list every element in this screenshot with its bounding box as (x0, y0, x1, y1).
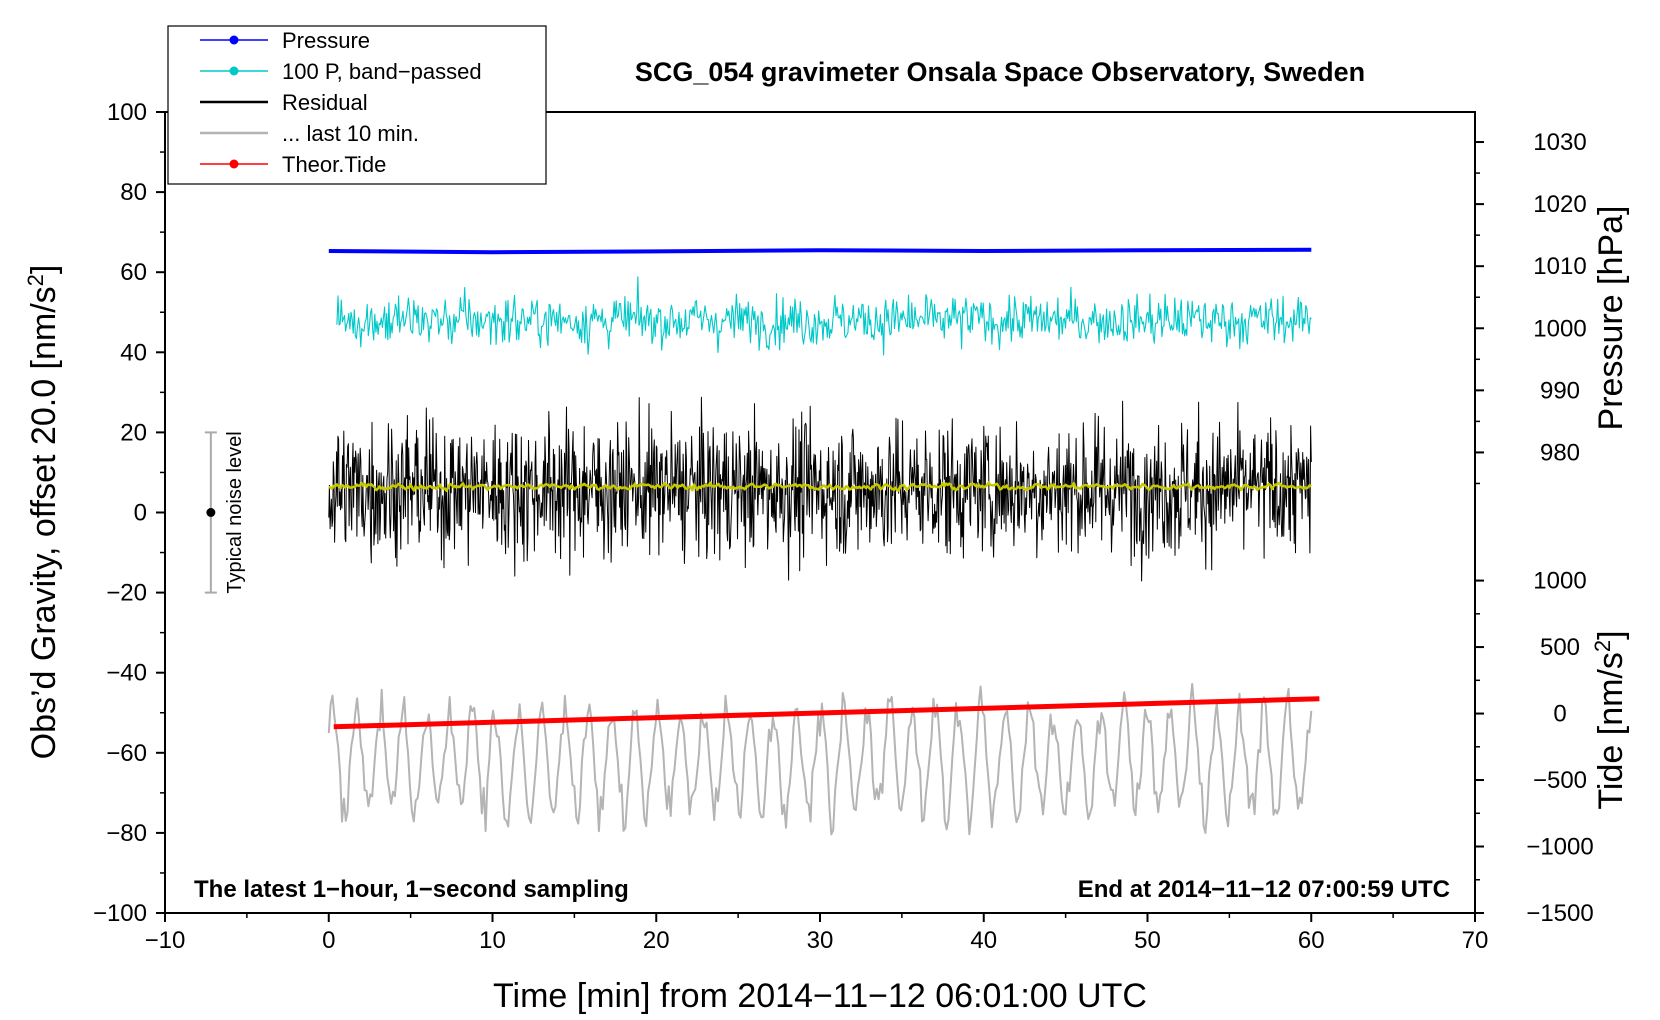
legend-label: Theor.Tide (282, 152, 386, 177)
x-tick-label: −10 (145, 927, 186, 954)
x-tick-label: 30 (807, 927, 834, 954)
x-tick-label: 10 (479, 927, 506, 954)
right-tick-label: 1030 (1533, 129, 1586, 156)
right-tick-label: 0 (1553, 701, 1566, 728)
x-axis: −10 0 10 20 30 40 50 60 70 (145, 913, 1489, 954)
x-tick-label: 70 (1462, 927, 1489, 954)
y-axis-left: 100 80 60 40 20 0 −20 −40 −60 −80 −100 (93, 99, 165, 927)
series-residual-smoothed (328, 481, 1312, 493)
pressure-axis-title: Pressure [hPa] (1592, 206, 1630, 431)
x-tick-label: 20 (643, 927, 670, 954)
right-tick-label: 1000 (1533, 315, 1586, 342)
series-theor-tide (333, 696, 1320, 730)
right-tick-label: 990 (1540, 377, 1580, 404)
legend-label: Pressure (282, 28, 370, 53)
chart-title: SCG_054 gravimeter Onsala Space Observat… (635, 57, 1365, 87)
legend-marker (229, 66, 239, 76)
y-tick-label: 80 (120, 179, 147, 206)
legend-marker (229, 159, 239, 169)
y-tick-label: −20 (106, 580, 147, 607)
right-tick-label: 1010 (1533, 253, 1586, 280)
right-tick-label: −1500 (1526, 900, 1593, 927)
y-axis-tide: 1000 500 0 −500 −1000 −1500 (1475, 568, 1594, 927)
y-tick-label: 60 (120, 259, 147, 286)
right-tick-label: 980 (1540, 439, 1580, 466)
y-axis-pressure: 1030 1020 1010 1000 990 980 (1475, 129, 1587, 485)
x-tick-label: 60 (1298, 927, 1325, 954)
series-residual (328, 396, 1312, 582)
y-tick-label: −100 (93, 900, 147, 927)
legend-label: 100 P, band−passed (282, 59, 482, 84)
noise-level-label: Typical noise level (224, 431, 246, 593)
tide-axis-title: Tide [nm/s2] (1590, 630, 1631, 809)
x-tick-label: 0 (322, 927, 335, 954)
x-axis-title: Time [min] from 2014−11−12 06:01:00 UTC (493, 977, 1147, 1015)
right-tick-label: 1020 (1533, 191, 1586, 218)
series-pressure (328, 247, 1312, 255)
right-tick-label: −1000 (1526, 834, 1593, 861)
sampling-note: The latest 1−hour, 1−second sampling (194, 876, 629, 903)
end-time-note: End at 2014−11−12 07:00:59 UTC (1078, 876, 1450, 903)
y-tick-label: −80 (106, 820, 147, 847)
right-tick-label: −500 (1533, 767, 1587, 794)
right-tick-label: 1000 (1533, 568, 1586, 595)
y-tick-label: −60 (106, 740, 147, 767)
y-tick-label: −40 (106, 660, 147, 687)
legend-label: Residual (282, 90, 368, 115)
legend-marker (229, 35, 239, 45)
legend: Pressure 100 P, band−passed Residual ... la… (200, 28, 482, 177)
x-tick-label: 50 (1134, 927, 1161, 954)
y-tick-label: 0 (134, 500, 147, 527)
legend-box (167, 25, 547, 185)
x-tick-label: 40 (970, 927, 997, 954)
legend-label: ... last 10 min. (282, 121, 419, 146)
series-last-10-min (327, 683, 1313, 836)
series-layer (327, 247, 1320, 836)
series-band-passed (336, 276, 1312, 356)
y-tick-label: 100 (107, 99, 147, 126)
noise-bar-center (206, 508, 216, 517)
right-tick-label: 500 (1540, 634, 1580, 661)
y-tick-label: 20 (120, 419, 147, 446)
y-tick-label: 40 (120, 339, 147, 366)
y-axis-title-left: Obs’d Gravity, offset 20.0 [nm/s2] (23, 265, 64, 760)
noise-level-bar (204, 431, 217, 594)
